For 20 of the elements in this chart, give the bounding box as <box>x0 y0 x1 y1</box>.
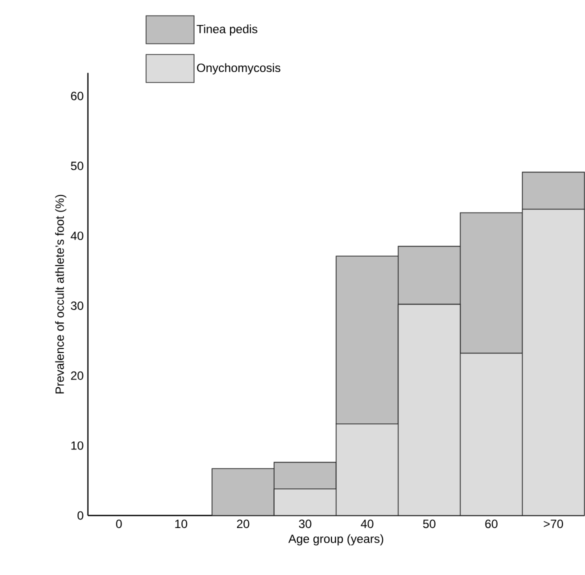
y-tick-label: 0 <box>78 511 84 520</box>
x-tick-label: 10 <box>175 519 188 528</box>
y-tick-label: 10 <box>71 441 84 450</box>
x-tick-label: 40 <box>360 519 374 528</box>
bar <box>522 172 585 210</box>
y-tick-label: 40 <box>70 231 84 240</box>
y-axis-title: Prevalence of occult athlete’s foot (%) <box>55 194 66 394</box>
x-tick-label: 20 <box>237 519 250 528</box>
x-axis-title: Age group (years) <box>288 534 384 546</box>
y-tick-label: 50 <box>70 161 84 170</box>
y-tick-label: 60 <box>71 92 84 100</box>
x-tick-label: >70 <box>544 519 564 528</box>
legend-label: Onychomycosis <box>197 63 280 74</box>
x-tick-label: 30 <box>298 519 312 528</box>
y-tick-label: 20 <box>71 371 84 380</box>
legend-label: Tinea pedis <box>196 24 258 36</box>
y-tick-label: 30 <box>70 301 84 310</box>
x-tick-label: 60 <box>485 519 498 528</box>
x-tick-label: 0 <box>116 519 122 528</box>
x-tick-label: 50 <box>423 519 436 528</box>
